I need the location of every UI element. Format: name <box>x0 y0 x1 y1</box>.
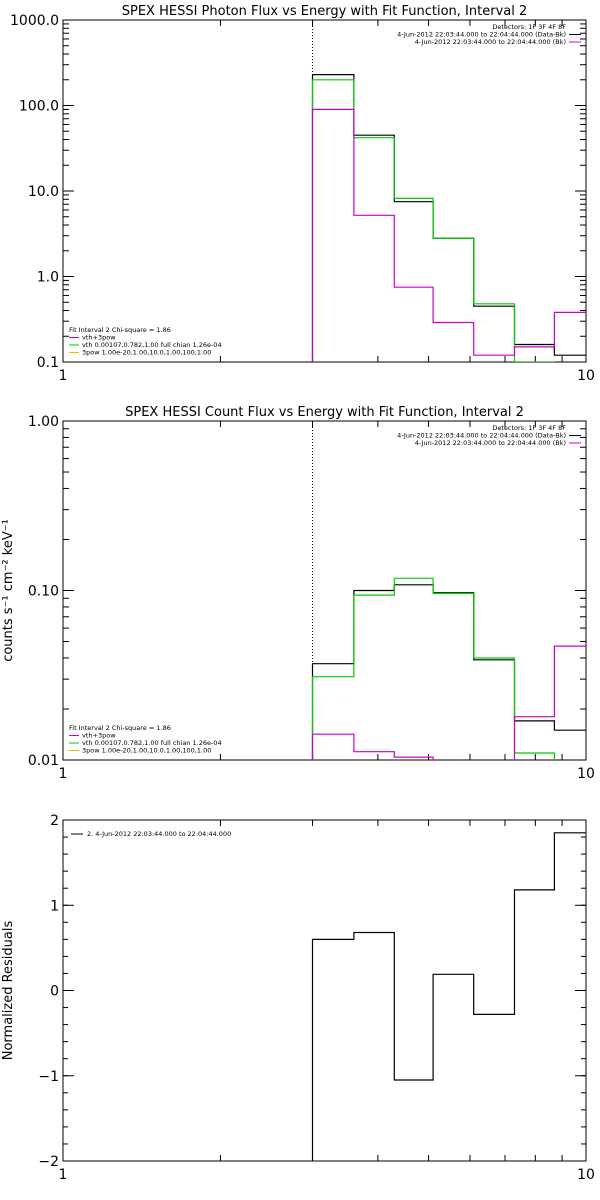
panel-2-xtick-label: 10 <box>577 1167 595 1183</box>
panel-1-ytick-label: 0.01 <box>28 753 59 769</box>
panel-0-legend-bl-text: vth 0.00107,0.782,1.00 full chian 1.26e-… <box>82 341 222 349</box>
panel-1-ytick-label: 1.00 <box>28 414 59 430</box>
panel-1-ylabel: counts s⁻¹ cm⁻² keV⁻¹ <box>1 519 16 662</box>
panel-0-series-1-step-line <box>311 79 555 362</box>
panel-0-ytick-label: 0.1 <box>37 355 59 371</box>
panel-2-ytick-label: 1 <box>50 898 59 914</box>
panel-1-xtick-label: 1 <box>59 766 68 782</box>
panel-0-xtick-label: 1 <box>59 368 68 384</box>
panel-1-xtick-label: 10 <box>577 766 595 782</box>
panel-0-legend-bl-text: Fit Interval 2 Chi-square = 1.86 <box>69 326 171 334</box>
panel-1-axes-box <box>62 420 587 761</box>
panel-0-legend-bl-text: 3pow 1.00e-20,1.00,10.0,1.00,100,1.00 <box>82 349 211 357</box>
panel-0-ytick-label: 10.0 <box>28 184 59 200</box>
panel-2-ytick-label: 0 <box>50 984 59 1000</box>
panel-0-ytick-label: 100.0 <box>19 99 59 115</box>
panel-0-title: SPEX HESSI Photon Flux vs Energy with Fi… <box>122 4 528 19</box>
panel-1-legend-bl-text: Fit Interval 2 Chi-square = 1.86 <box>69 724 171 732</box>
panel-1-ytick-label: 0.10 <box>28 584 59 600</box>
panel-0-ytick-label: 1.0 <box>37 270 59 286</box>
panel-0-xtick-label: 10 <box>577 368 595 384</box>
panel-0-legend-bl-text: vth+3pow <box>82 334 116 342</box>
panel-2-ylabel: Normalized Residuals <box>1 921 16 1061</box>
panel-1-legend-bl-text: vth 0.00107,0.782,1.00 full chian 1.26e-… <box>82 739 222 747</box>
panel-1-title: SPEX HESSI Count Flux vs Energy with Fit… <box>125 405 524 420</box>
panel-2-series-0-step-line <box>311 832 586 1161</box>
panel-0-axes-box <box>62 19 587 363</box>
panel-2-legend-tl-text: 2. 4-Jun-2012 22:03:44.000 to 22:04:44.0… <box>87 830 231 838</box>
panel-1-legend-bl-text: vth+3pow <box>82 732 116 740</box>
panel-2-xtick-label: 1 <box>59 1167 68 1183</box>
panel-0-ytick-label: 1000.0 <box>10 13 59 29</box>
panel-0-legend-tr-text: Detectors: 1F 3F 4F 8F <box>492 23 566 31</box>
panel-0-series-2-step-line <box>311 108 586 362</box>
panel-2-ytick-label: −1 <box>38 1069 59 1085</box>
panel-1-legend-bl-text: 3pow 1.00e-20,1.00,10.0,1.00,100,1.00 <box>82 747 211 755</box>
panel-0-legend-tr-text: 4-Jun-2012 22:03:44.000 to 22:04:44.000 … <box>397 31 566 39</box>
panel-1-series-2-step-line <box>311 645 586 760</box>
panel-1-series-0-step-line <box>311 584 586 760</box>
panel-2-axes-box <box>62 819 587 1162</box>
panel-1-series-1-step-line <box>311 577 555 760</box>
panel-1-legend-tr-text: 4-Jun-2012 22:03:44.000 to 22:04:44.000 … <box>415 439 566 447</box>
panel-1-legend-tr-text: 4-Jun-2012 22:03:44.000 to 22:04:44.000 … <box>397 432 566 440</box>
panel-0-legend-tr-text: 4-Jun-2012 22:03:44.000 to 22:04:44.000 … <box>415 38 566 46</box>
panel-2-ytick-label: −2 <box>38 1154 59 1170</box>
panel-1-legend-tr-text: Detectors: 1F 3F 4F 8F <box>492 424 566 432</box>
panel-2-ytick-label: 2 <box>50 813 59 829</box>
